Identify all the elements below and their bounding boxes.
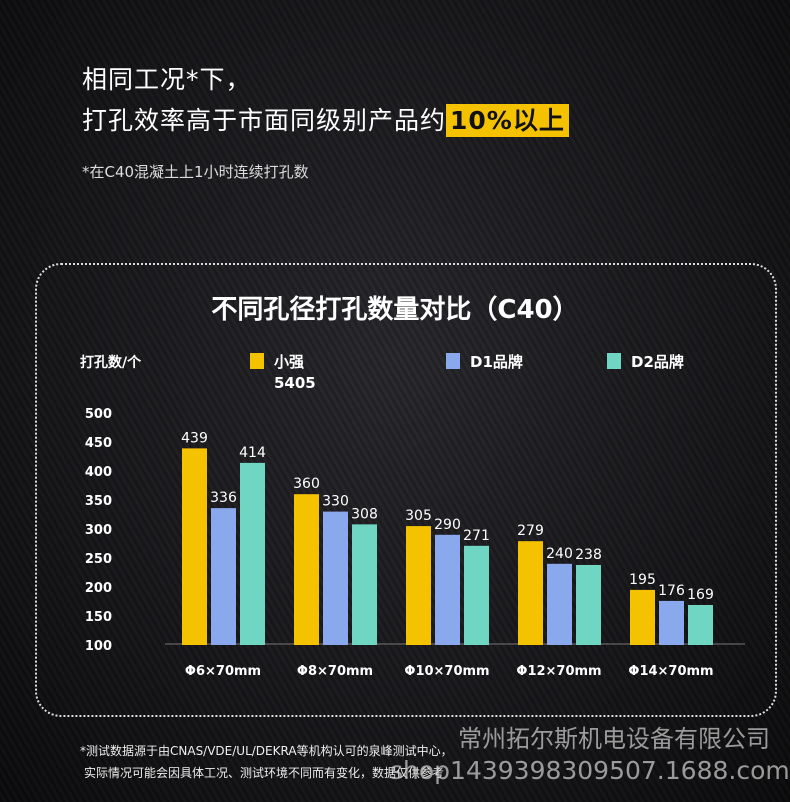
bar (352, 524, 377, 645)
bar (547, 563, 572, 645)
footnote-line1: *测试数据源于由CNAS/VDE/UL/DEKRA等机构认可的泉峰测试中心， (80, 744, 453, 758)
x-tick-label: Φ14×70mm (628, 664, 713, 679)
data-label: 305 (405, 508, 432, 524)
bar (294, 494, 319, 645)
bar (688, 604, 713, 645)
x-tick-label: Φ10×70mm (404, 664, 489, 679)
y-tick-label: 300 (85, 523, 112, 538)
data-label: 271 (463, 528, 490, 544)
legend-label: D2品牌 (631, 353, 684, 371)
y-tick-label: 400 (85, 465, 112, 480)
bar (211, 508, 236, 645)
data-label: 336 (210, 490, 237, 506)
legend-label: 5405 (274, 374, 316, 392)
legend-label: 小强 (274, 353, 304, 371)
data-label: 238 (575, 547, 602, 563)
bar (240, 462, 265, 645)
headline-text: 打孔效率高于市面同级别产品约 (82, 106, 447, 135)
bar (406, 526, 431, 645)
watermark-shop: shop1439398309507.1688.com (390, 756, 790, 785)
test-note: *在C40混凝土上1小时连续打孔数 (82, 163, 309, 181)
data-label: 176 (658, 583, 685, 599)
chart-title: 不同孔径打孔数量对比（C40） (211, 295, 578, 325)
legend-swatch (607, 353, 621, 369)
data-label: 360 (293, 476, 320, 492)
watermark-company: 常州拓尔斯机电设备有限公司 (458, 725, 770, 753)
y-tick-label: 250 (85, 552, 112, 567)
data-label: 169 (687, 587, 714, 603)
headline-line1: 相同工况*下， (82, 65, 252, 94)
headline-line2: 打孔效率高于市面同级别产品约 10%以上 (82, 101, 569, 137)
data-label: 308 (351, 506, 378, 522)
bar (659, 600, 684, 645)
data-label: 414 (239, 445, 266, 461)
headline-highlight: 10%以上 (446, 104, 569, 137)
data-label: 195 (629, 572, 656, 588)
x-tick-label: Φ12×70mm (516, 664, 601, 679)
y-tick-label: 100 (85, 639, 112, 654)
y-tick-label: 450 (85, 436, 112, 451)
bar (435, 534, 460, 645)
bar (518, 541, 543, 645)
bar (182, 448, 207, 645)
chart-panel (35, 263, 777, 717)
data-label: 290 (434, 517, 461, 533)
bar (576, 564, 601, 645)
y-tick-label: 350 (85, 494, 112, 509)
bar (323, 511, 348, 645)
legend-swatch (446, 353, 460, 369)
bar (464, 545, 489, 645)
data-label: 240 (546, 546, 573, 562)
y-tick-label: 500 (85, 407, 112, 422)
data-label: 279 (517, 523, 544, 539)
bar (630, 589, 655, 645)
y-axis-label: 打孔数/个 (80, 354, 142, 371)
x-tick-label: Φ8×70mm (297, 664, 373, 679)
data-label: 439 (181, 430, 208, 446)
x-tick-label: Φ6×70mm (185, 664, 261, 679)
legend-label: D1品牌 (470, 353, 523, 371)
y-tick-label: 200 (85, 581, 112, 596)
footnote-line2: 实际情况可能会因具体工况、测试环境不同而有变化，数据仅供参考 (84, 766, 445, 780)
y-tick-label: 150 (85, 610, 112, 625)
legend-swatch (250, 353, 264, 369)
data-label: 330 (322, 494, 349, 510)
